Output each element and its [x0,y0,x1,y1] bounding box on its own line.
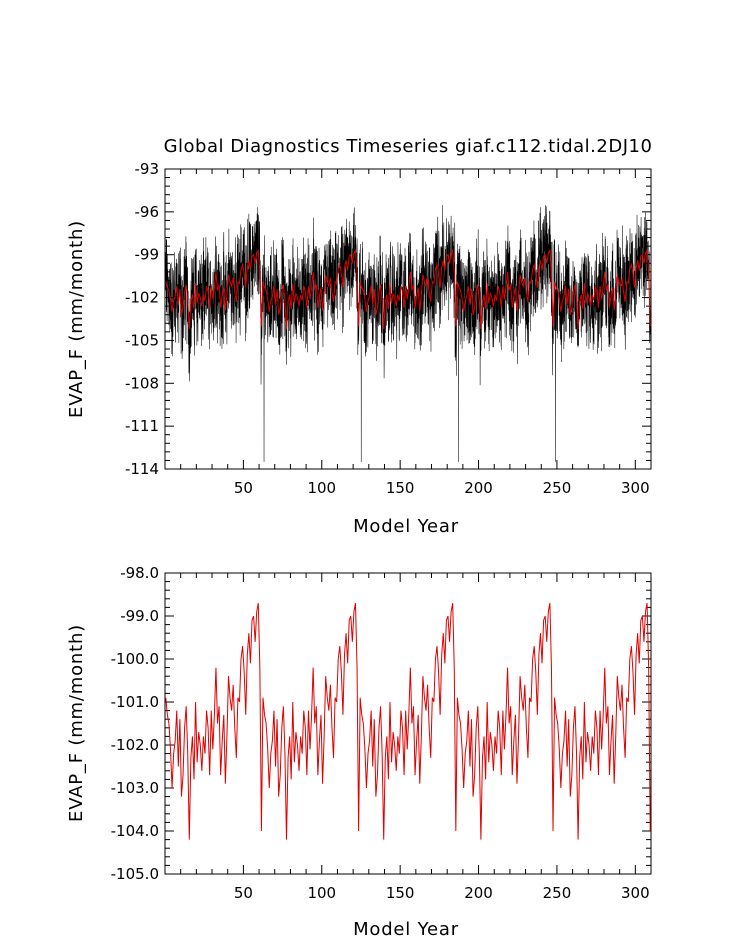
bottom-y-ticks: -98.0 -99.0 -100.0 -101.0 -102.0 -103.0 -104.0… [111,564,651,883]
top-panel: 50 100 150 200 250 300 -93 -96 -99 -102 -105 -108 -… [66,160,652,537]
chart-title: Global Diagnostics Timeseries giaf.c112.… [164,136,653,157]
bottom-annual-mean-line [165,603,651,840]
bottom-plot-area [165,603,651,840]
top-y-tick-label: -96 [135,203,160,221]
bottom-plot-frame [164,572,652,875]
top-y-tick-label: -102 [125,289,159,307]
bottom-y-tick-label: -103.0 [111,779,159,797]
bottom-x-tick-label: 100 [307,884,336,902]
bottom-y-tick-label: -101.0 [111,693,159,711]
top-x-tick-label: 150 [386,479,415,497]
bottom-x-ticks: 50 100 150 200 250 300 [180,573,650,902]
top-x-axis-label: Model Year [353,516,459,537]
bottom-y-axis-label: EVAP_F (mm/month) [66,624,87,822]
top-x-tick-label: 100 [307,479,336,497]
top-x-tick-label: 200 [464,479,493,497]
top-y-tick-label: -93 [135,160,160,178]
top-y-tick-label: -99 [135,246,160,264]
bottom-x-tick-label: 200 [464,884,493,902]
bottom-x-axis-label: Model Year [353,919,459,940]
bottom-x-tick-label: 250 [543,884,572,902]
bottom-y-tick-label: -104.0 [111,822,159,840]
top-annual-mean-line [165,248,651,330]
bottom-x-tick-label: 50 [234,884,253,902]
top-y-tick-label: -111 [125,417,159,435]
top-y-axis-label: EVAP_F (mm/month) [66,220,87,418]
bottom-y-tick-label: -99.0 [120,607,159,625]
top-x-tick-label: 50 [234,479,253,497]
bottom-x-tick-label: 300 [621,884,650,902]
top-x-ticks: 50 100 150 200 250 300 [180,169,650,497]
bottom-panel: 50 100 150 200 250 300 -98.0 -99.0 -100.0 -101.0… [66,564,652,940]
top-monthly-line [164,205,652,462]
top-x-tick-label: 300 [621,479,650,497]
bottom-y-tick-label: -100.0 [111,650,159,668]
top-plot-area [164,205,652,462]
bottom-y-tick-label: -105.0 [111,865,159,883]
bottom-y-tick-label: -98.0 [120,564,159,582]
top-plot-frame [164,168,652,470]
top-y-tick-label: -108 [125,374,159,392]
top-x-tick-label: 250 [543,479,572,497]
top-y-tick-label: -105 [125,331,159,349]
top-y-tick-label: -114 [125,460,159,478]
bottom-y-tick-label: -102.0 [111,736,159,754]
bottom-x-tick-label: 150 [386,884,415,902]
